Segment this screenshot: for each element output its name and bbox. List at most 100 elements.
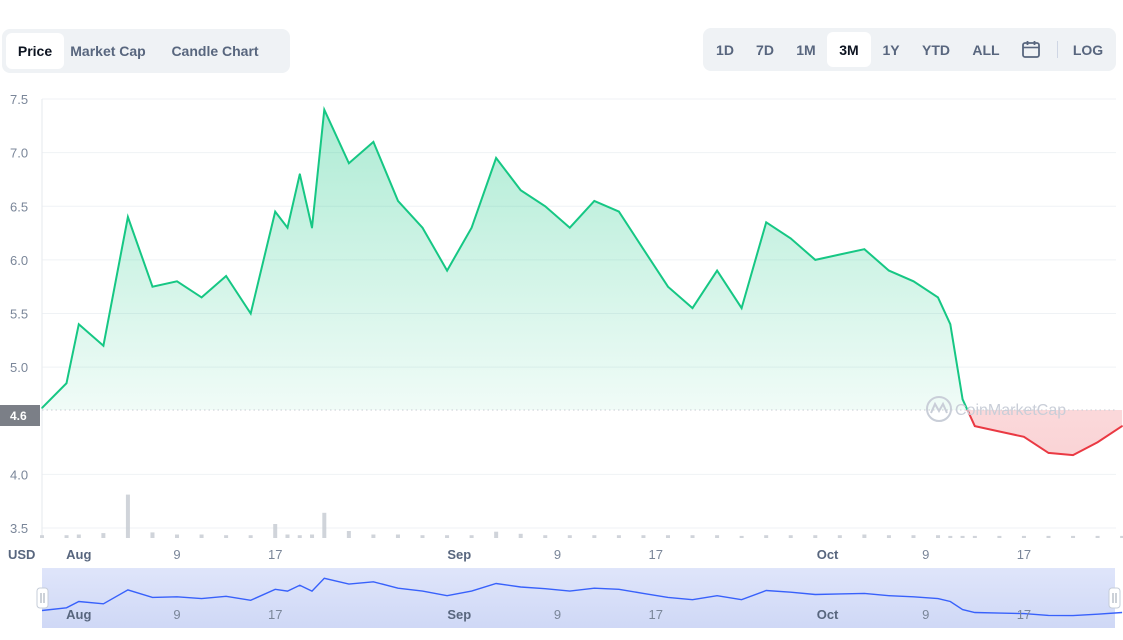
price-point <box>421 226 424 229</box>
volume-bar <box>285 534 290 538</box>
price-point <box>618 210 620 213</box>
range-ytd-button[interactable]: YTD <box>922 41 950 58</box>
price-point <box>41 407 43 409</box>
volume-bar <box>322 512 327 538</box>
range-1m-button[interactable]: 1M <box>796 41 816 58</box>
x-tick-label: Oct <box>817 547 839 562</box>
volume-bar <box>310 534 315 538</box>
price-point <box>949 323 952 326</box>
price-point <box>691 307 694 309</box>
price-lines <box>41 105 1123 457</box>
volume-bar <box>224 535 229 538</box>
volume-bar <box>125 494 130 538</box>
price-point <box>102 344 105 347</box>
price-point <box>311 226 313 229</box>
volume-bar <box>273 524 278 538</box>
range-1d-button[interactable]: 1D <box>716 41 734 58</box>
volume-bar <box>395 534 400 538</box>
price-point <box>937 296 939 299</box>
x-tick-label: Aug <box>66 547 91 562</box>
price-point <box>961 398 964 401</box>
volume-bar <box>101 533 106 538</box>
current-price-tag: 4.6 <box>0 405 40 426</box>
y-tick-label: 7.5 <box>10 92 28 107</box>
y-tick-label: 5.0 <box>10 360 28 375</box>
navigator-right-handle[interactable] <box>1108 587 1121 609</box>
price-point <box>569 226 571 229</box>
volume-bar <box>420 535 425 538</box>
range-all-button[interactable]: ALL <box>972 41 1000 58</box>
price-point <box>716 269 718 272</box>
x-tick-label: Sep <box>447 547 471 562</box>
navigator-left-handle[interactable] <box>36 587 49 609</box>
range-7d-button[interactable]: 7D <box>756 41 774 58</box>
navigator-tick-label: Sep <box>447 607 471 622</box>
x-tick-label: 17 <box>1017 547 1031 562</box>
volume-bar <box>1120 535 1123 538</box>
price-point <box>200 296 203 299</box>
volume-bar <box>494 531 499 538</box>
watermark-text: CoinMarketCap <box>955 402 1066 419</box>
price-point <box>1047 452 1050 454</box>
price-area-down <box>42 410 1123 456</box>
range-navigator: Aug 9 17 Sep 9 17 Oct 9 17 <box>36 568 1123 628</box>
price-point <box>446 269 448 272</box>
y-tick-label: 7.0 <box>10 146 28 161</box>
volume-bar <box>641 535 646 538</box>
volume-bar <box>616 535 621 538</box>
price-point <box>814 259 817 261</box>
price-point <box>912 280 915 283</box>
volume-bar <box>911 535 916 538</box>
price-point <box>470 226 473 229</box>
log-scale-button[interactable]: LOG <box>1072 41 1104 58</box>
price-point <box>974 425 976 427</box>
volume-bar <box>445 535 450 538</box>
tab-candle-chart[interactable]: Candle Chart <box>171 43 259 59</box>
volume-bar <box>543 535 548 538</box>
navigator-tick-label: 9 <box>554 607 561 622</box>
x-tick-label: 9 <box>922 547 929 562</box>
y-tick-label: 6.0 <box>10 253 28 268</box>
price-point <box>765 221 767 224</box>
volume-bar <box>739 535 744 538</box>
volume-bar <box>886 535 891 538</box>
watermark-logo: CoinMarketCap <box>926 396 1066 422</box>
volume-bar <box>76 534 81 538</box>
price-tag-label: 4.6 <box>10 409 27 423</box>
navigator-tick-label: Aug <box>66 607 91 622</box>
range-1y-button[interactable]: 1Y <box>882 41 900 58</box>
price-tag-box <box>0 405 40 426</box>
price-point <box>495 157 497 159</box>
range-3m-button[interactable]: 3M <box>827 32 871 67</box>
volume-bar <box>248 535 253 538</box>
price-point <box>1096 441 1099 444</box>
volume-bar <box>346 531 351 538</box>
price-areas <box>42 109 1123 456</box>
navigator-tick-label: 9 <box>173 607 180 622</box>
price-point <box>863 248 866 250</box>
tab-market-cap[interactable]: Market Cap <box>70 43 146 59</box>
x-tick-label: 17 <box>268 547 282 562</box>
price-point <box>323 108 326 111</box>
price-point <box>888 269 890 272</box>
price-point <box>1121 425 1123 427</box>
volume-bar <box>150 532 155 538</box>
volume-bar <box>788 535 793 538</box>
volume-bar <box>948 535 953 538</box>
calendar-icon[interactable] <box>1021 39 1041 59</box>
volume-bar <box>40 535 44 538</box>
price-point <box>519 189 522 191</box>
tab-price[interactable]: Price <box>6 33 64 69</box>
price-point <box>286 226 289 229</box>
volume-bar <box>862 534 867 538</box>
volume-bar <box>1046 535 1051 538</box>
x-axis: Aug 9 17 Sep 9 17 Oct 9 17 <box>66 547 1031 562</box>
price-point <box>274 210 277 213</box>
volume-bar <box>764 535 769 538</box>
volume-bar <box>972 535 977 538</box>
price-point <box>151 285 154 288</box>
price-point <box>225 275 227 277</box>
price-point <box>78 323 80 326</box>
price-point <box>667 285 669 288</box>
